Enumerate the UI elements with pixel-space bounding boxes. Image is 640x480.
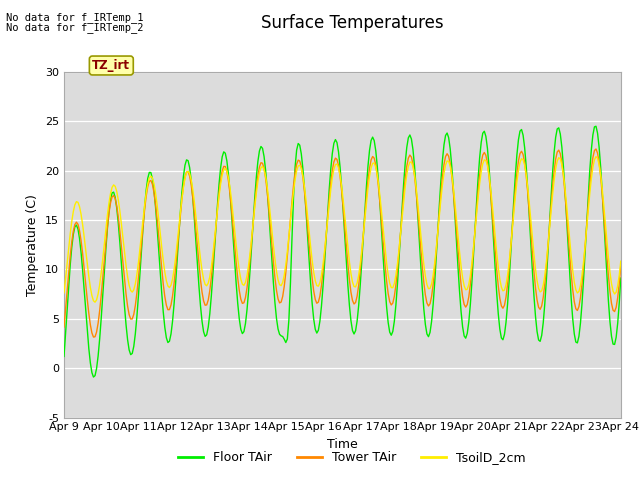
Y-axis label: Temperature (C): Temperature (C): [26, 194, 40, 296]
Text: No data for f_IRTemp_2: No data for f_IRTemp_2: [6, 22, 144, 33]
Text: TZ_irt: TZ_irt: [92, 59, 131, 72]
X-axis label: Time: Time: [327, 438, 358, 451]
Text: No data for f_IRTemp_1: No data for f_IRTemp_1: [6, 12, 144, 23]
Legend: Floor TAir, Tower TAir, TsoilD_2cm: Floor TAir, Tower TAir, TsoilD_2cm: [173, 446, 531, 469]
Text: Surface Temperatures: Surface Temperatures: [260, 14, 444, 33]
